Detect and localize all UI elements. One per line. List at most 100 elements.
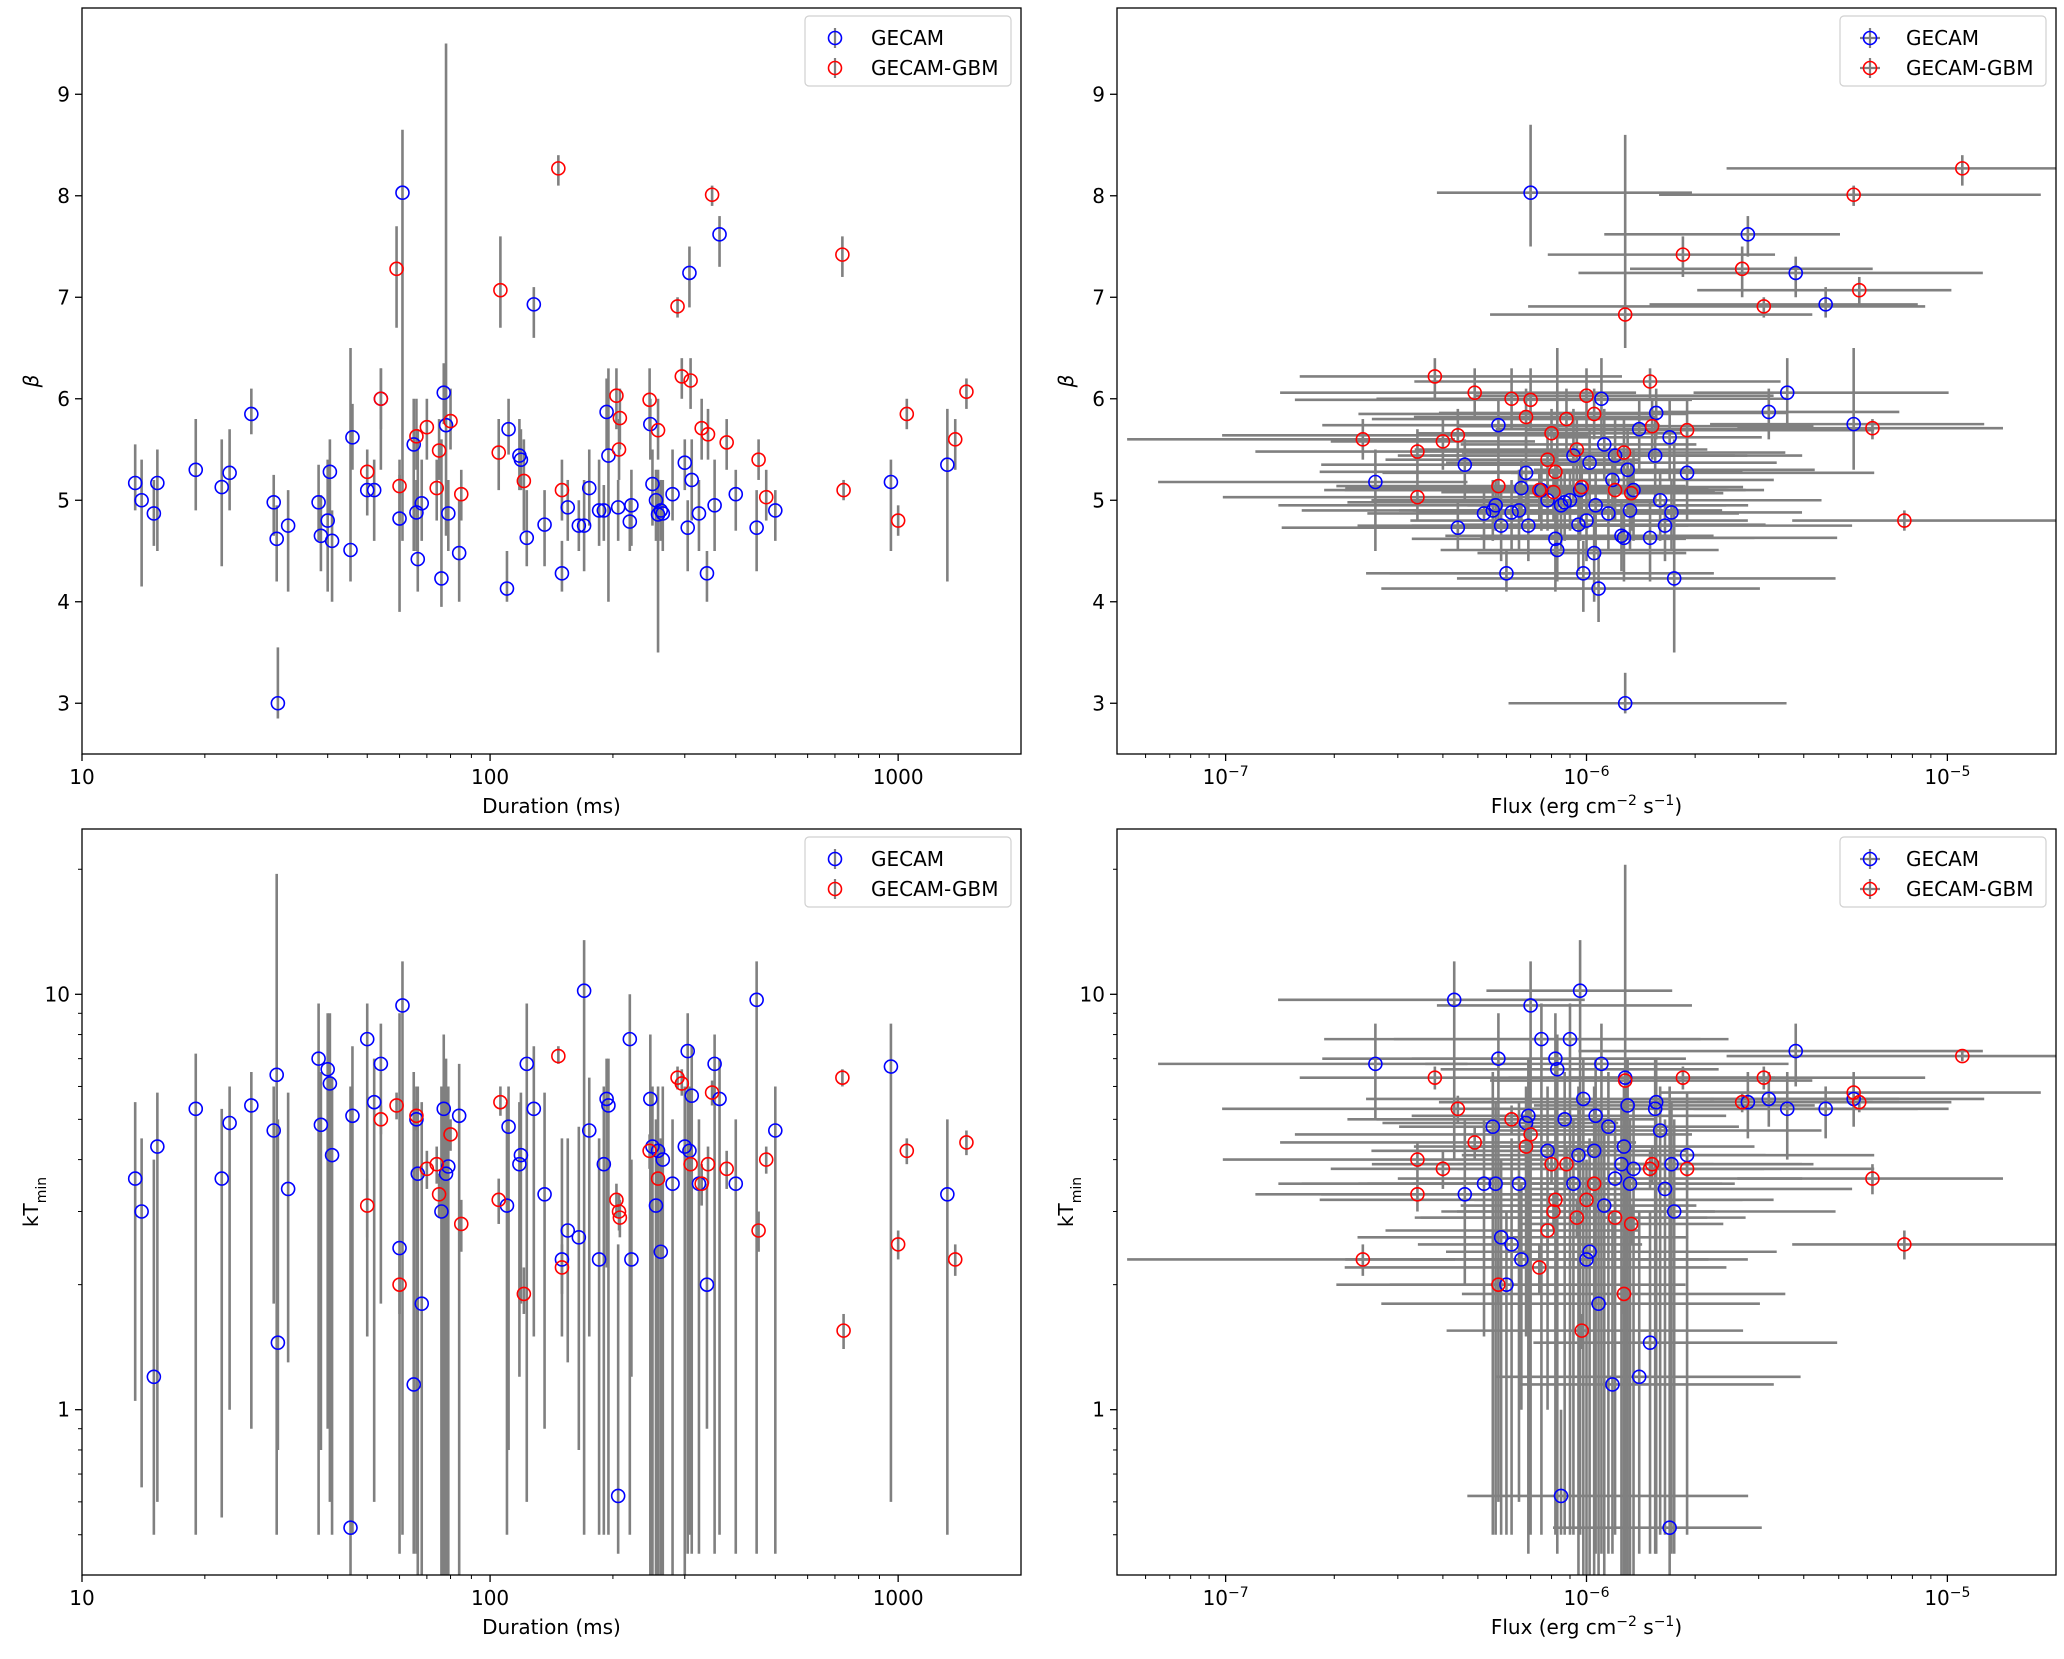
gecam-point [188, 1101, 204, 1117]
gecam-point [1662, 1520, 1677, 1535]
y-tick-label: 9 [1092, 82, 1105, 106]
gecam-gbm-point [1569, 1210, 1585, 1225]
gecam-point [537, 1187, 552, 1202]
y-axis-label: β [1054, 374, 1078, 388]
gecam-gbm-point [1851, 1094, 1867, 1110]
gecam-point [1664, 505, 1679, 520]
gecam-point [1605, 472, 1620, 488]
gecam-point [1601, 1119, 1616, 1135]
gecam-gbm-point [612, 410, 628, 426]
gecam-gbm-point [1540, 1223, 1555, 1238]
gecam-point [512, 1156, 527, 1172]
gecam-point [395, 998, 410, 1013]
gecam-point [655, 1152, 671, 1167]
gecam-gbm-point [493, 1094, 508, 1110]
y-tick-label: 8 [57, 184, 70, 208]
gecam-gbm-point [700, 1156, 716, 1172]
gecam-point [1647, 448, 1663, 463]
gecam-point [581, 480, 597, 496]
panel-bottom-left: 10 100 1000 1 10 Duration (ms) kTmin GECAM GECAM… [19, 828, 1022, 1639]
gecam-point [591, 503, 607, 518]
gecam-point [1562, 1031, 1578, 1047]
gecam-gbm-point [1546, 484, 1561, 500]
gecam-point [1488, 1176, 1503, 1191]
gecam-point [392, 1240, 407, 1256]
gecam-point [441, 506, 456, 521]
gecam-gbm-point [1544, 425, 1559, 441]
gecam-point [134, 1204, 149, 1219]
gecam-point [1514, 1252, 1529, 1267]
gecam-point [1521, 518, 1536, 533]
gecam-gbm-point [835, 247, 850, 262]
gecam-gbm-point [1435, 434, 1451, 449]
gecam-point [324, 533, 340, 549]
gecam-point [345, 430, 360, 445]
gecam-point [1457, 1187, 1473, 1202]
gecam-point [1446, 992, 1462, 1008]
gecam-point [1553, 1488, 1569, 1504]
gecam-point [134, 492, 149, 508]
x-tick-label: 10 [69, 1586, 94, 1610]
legend-box [1839, 15, 2047, 87]
gecam-gbm-point [554, 482, 570, 498]
gecam-gbm-point [650, 1171, 666, 1186]
gecam-gbm-point [1435, 1161, 1451, 1177]
gecam-point [599, 1091, 614, 1107]
legend-box [804, 836, 1012, 908]
gecam-gbm-point [551, 1048, 566, 1064]
gecam-point [1601, 506, 1616, 521]
gecam-point [1476, 506, 1492, 521]
gecam-gbm-point [1586, 1176, 1602, 1191]
gecam-point [684, 1088, 700, 1104]
gecam-gbm-point [1574, 1323, 1590, 1338]
gecam-point [1761, 404, 1777, 420]
gecam-point [359, 1031, 375, 1047]
gecam-point [1679, 465, 1695, 481]
gecam-gbm-point [959, 384, 974, 399]
gecam-point [1553, 498, 1569, 513]
y-tick-label: 6 [1092, 387, 1105, 411]
gecam-point [554, 1252, 570, 1267]
gecam-point [410, 551, 426, 567]
gecam-gbm-point [1427, 369, 1443, 384]
gecam-gbm-point [609, 388, 624, 404]
gecam-point [1504, 505, 1519, 520]
y-axis-label: kTmin [19, 1177, 50, 1227]
legend-label: GECAM-GBM [871, 56, 998, 80]
legend-box [804, 15, 1012, 87]
gecam-gbm-point [1897, 513, 1912, 528]
gecam-point [1657, 518, 1673, 533]
gecam-point [1476, 1176, 1492, 1191]
gecam-point [1626, 482, 1641, 498]
gecam-point [1523, 998, 1538, 1013]
panel-top-right: 10−7 10−6 10−5 3 4 5 6 7 8 9 Flux (erg cm−2 s−1) β G… [1054, 7, 2057, 818]
gecam-gbm-point [899, 406, 915, 422]
gecam-point [313, 1117, 329, 1133]
gecam-point [436, 385, 452, 400]
gecam-point [1488, 498, 1503, 513]
gecam-gbm-point [1548, 464, 1563, 480]
gecam-gbm-point [1616, 445, 1632, 460]
gecam-point [501, 421, 516, 437]
gecam-gbm-point [1467, 1135, 1483, 1150]
gecam-point [1579, 1252, 1594, 1267]
axes-frame [81, 7, 1022, 755]
gecam-gbm-point [612, 1210, 628, 1225]
gecam-point [1846, 416, 1861, 432]
y-tick-label: 1 [57, 1398, 70, 1422]
gecam-point [320, 1061, 335, 1077]
y-tick-label: 4 [1092, 590, 1105, 614]
gecam-point [441, 1159, 456, 1174]
gecam-point [150, 475, 165, 491]
gecam-point [1579, 513, 1594, 528]
gecam-point [622, 514, 638, 529]
gecam-point [883, 474, 899, 490]
gecam-point [643, 1091, 658, 1107]
gecam-point [682, 265, 697, 281]
legend-marker [827, 30, 843, 46]
gecam-gbm-point [947, 1252, 963, 1267]
gecam-point [596, 1156, 612, 1172]
gecam-point [1493, 518, 1509, 533]
gecam-point [519, 1056, 535, 1072]
gecam-gbm-point [1675, 1070, 1691, 1085]
